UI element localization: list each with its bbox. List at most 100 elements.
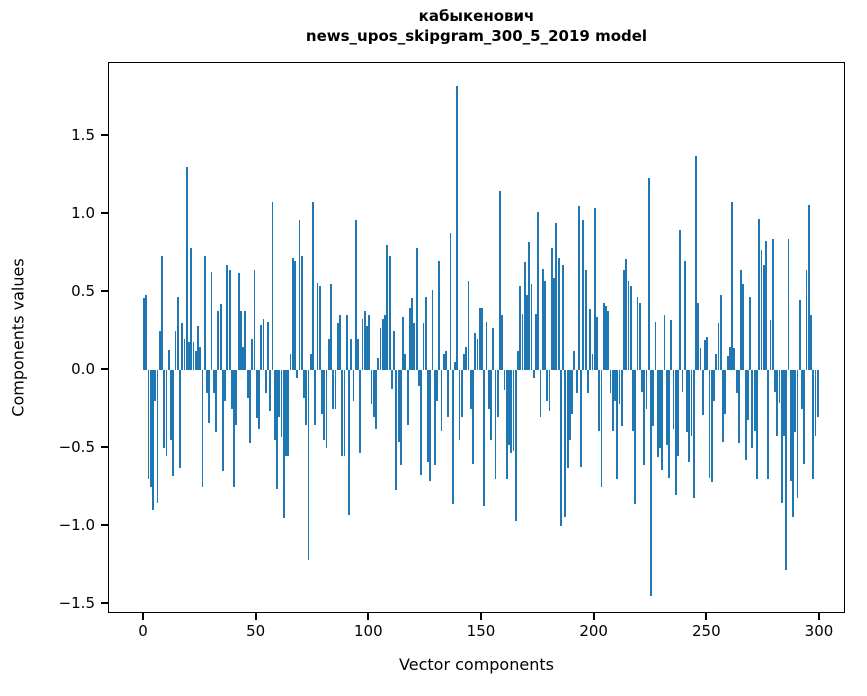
- bar: [429, 370, 432, 481]
- bar: [798, 299, 801, 370]
- bar: [699, 348, 702, 370]
- bar: [354, 220, 357, 370]
- bar: [454, 362, 456, 370]
- bar: [544, 281, 546, 370]
- bar: [765, 240, 767, 370]
- bar: [345, 315, 348, 370]
- bar: [158, 331, 161, 370]
- bar: [445, 351, 447, 370]
- bar: [530, 284, 533, 370]
- y-tick-label: 0.5: [71, 282, 95, 300]
- bar: [652, 370, 655, 427]
- bar: [192, 341, 195, 370]
- bar: [161, 256, 163, 370]
- bar: [424, 296, 427, 370]
- bar: [294, 260, 296, 370]
- bar: [776, 370, 779, 436]
- bar: [431, 290, 434, 370]
- bar: [571, 370, 574, 414]
- bar: [519, 285, 522, 370]
- bar: [686, 370, 688, 433]
- bar: [517, 351, 519, 370]
- bar: [724, 370, 727, 414]
- bar: [807, 204, 810, 370]
- bar: [323, 370, 326, 441]
- bar: [550, 248, 553, 370]
- bar: [771, 238, 774, 370]
- bar: [737, 370, 740, 444]
- bar: [503, 370, 506, 391]
- y-tick-mark: [101, 290, 108, 292]
- bar: [616, 370, 619, 480]
- y-tick-label: 0.0: [71, 360, 95, 378]
- x-tick-mark: [592, 613, 595, 620]
- bar: [372, 370, 375, 417]
- bar: [269, 370, 272, 411]
- x-tick-label: 200: [579, 622, 608, 640]
- bar: [267, 321, 269, 370]
- bar: [393, 331, 395, 370]
- x-tick-mark: [254, 613, 257, 620]
- bar: [566, 370, 569, 469]
- bar: [458, 370, 461, 441]
- bar: [647, 178, 650, 370]
- y-tick-mark: [101, 524, 108, 526]
- bar: [381, 318, 384, 370]
- bar: [339, 315, 341, 370]
- bar: [309, 354, 312, 370]
- bar: [170, 370, 172, 441]
- bar: [690, 370, 693, 436]
- bar: [767, 370, 770, 480]
- bar: [679, 229, 682, 370]
- bar: [794, 370, 797, 433]
- bar: [219, 304, 222, 370]
- bar: [264, 370, 267, 394]
- bar: [163, 370, 166, 448]
- x-tick-mark: [705, 613, 708, 620]
- bar: [271, 201, 274, 370]
- bar: [659, 370, 661, 448]
- bar: [395, 370, 398, 491]
- bar: [208, 370, 211, 424]
- bar: [433, 370, 436, 466]
- bar: [332, 370, 335, 409]
- x-tick-mark: [818, 613, 820, 620]
- bar: [755, 370, 758, 480]
- bar: [201, 370, 204, 487]
- bar: [233, 370, 236, 487]
- bar: [573, 351, 576, 370]
- bar: [481, 307, 483, 370]
- bar: [221, 370, 224, 472]
- bar: [548, 370, 551, 411]
- bar: [618, 370, 621, 405]
- bar: [704, 340, 706, 370]
- bar: [814, 370, 817, 436]
- bar: [244, 310, 247, 370]
- bar: [674, 370, 677, 495]
- bar: [296, 370, 299, 378]
- bar: [174, 331, 177, 370]
- bar: [291, 257, 294, 370]
- bar: [607, 310, 610, 370]
- bar: [226, 265, 229, 370]
- bar: [645, 370, 648, 409]
- bar: [154, 370, 157, 402]
- bar: [485, 321, 488, 370]
- bar: [805, 270, 808, 370]
- bar: [237, 273, 240, 370]
- bar: [654, 321, 657, 370]
- bar: [210, 271, 213, 370]
- bar: [289, 354, 292, 370]
- x-tick-mark: [480, 613, 482, 620]
- bar: [384, 315, 386, 370]
- bar: [629, 285, 632, 370]
- bar: [575, 370, 578, 394]
- bar: [149, 370, 152, 487]
- bar: [156, 370, 159, 503]
- bar: [816, 370, 819, 417]
- bar: [474, 332, 477, 370]
- bar: [584, 270, 587, 370]
- bar: [532, 370, 535, 378]
- bar: [650, 370, 652, 597]
